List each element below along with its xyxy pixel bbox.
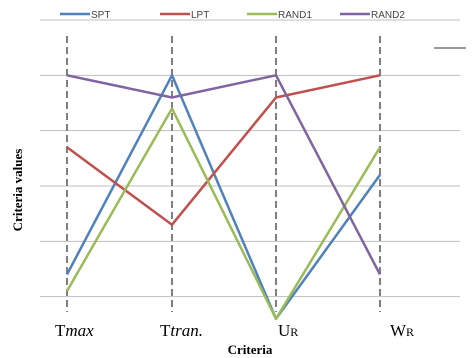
gridlines <box>40 19 466 298</box>
x-tick-label: Ttran. <box>160 321 203 340</box>
legend: SPT LPT RAND1 RAND2 <box>60 10 405 21</box>
series-lines <box>65 74 382 321</box>
x-tick-sub: R <box>406 325 414 339</box>
series-line-lpt <box>66 74 381 226</box>
x-tick-label: WR <box>390 321 414 340</box>
legend-label-rand1: RAND1 <box>278 10 312 21</box>
x-axis-title: Criteria <box>228 342 273 357</box>
x-tick-sub: max <box>65 321 94 340</box>
x-tick-sub: R <box>290 325 298 339</box>
x-tick-main: W <box>390 321 407 340</box>
legend-label-spt: SPT <box>91 10 110 21</box>
category-dividers <box>66 36 381 312</box>
series-line-spt <box>65 74 382 321</box>
series-line-rand1 <box>65 107 382 321</box>
x-tick-main: T <box>160 321 171 340</box>
legend-label-lpt: LPT <box>191 10 209 21</box>
x-tick-label: UR <box>278 321 298 340</box>
x-tick-labels: Tmax Ttran. UR WR <box>55 321 414 340</box>
x-tick-main: T <box>55 321 66 340</box>
series-line-rand2 <box>66 74 382 276</box>
legend-label-rand2: RAND2 <box>371 10 405 21</box>
y-axis-title: Criteria values <box>10 149 25 232</box>
x-tick-sub: tran. <box>170 321 203 340</box>
x-tick-label: Tmax <box>55 321 94 340</box>
x-tick-main: U <box>278 321 290 340</box>
